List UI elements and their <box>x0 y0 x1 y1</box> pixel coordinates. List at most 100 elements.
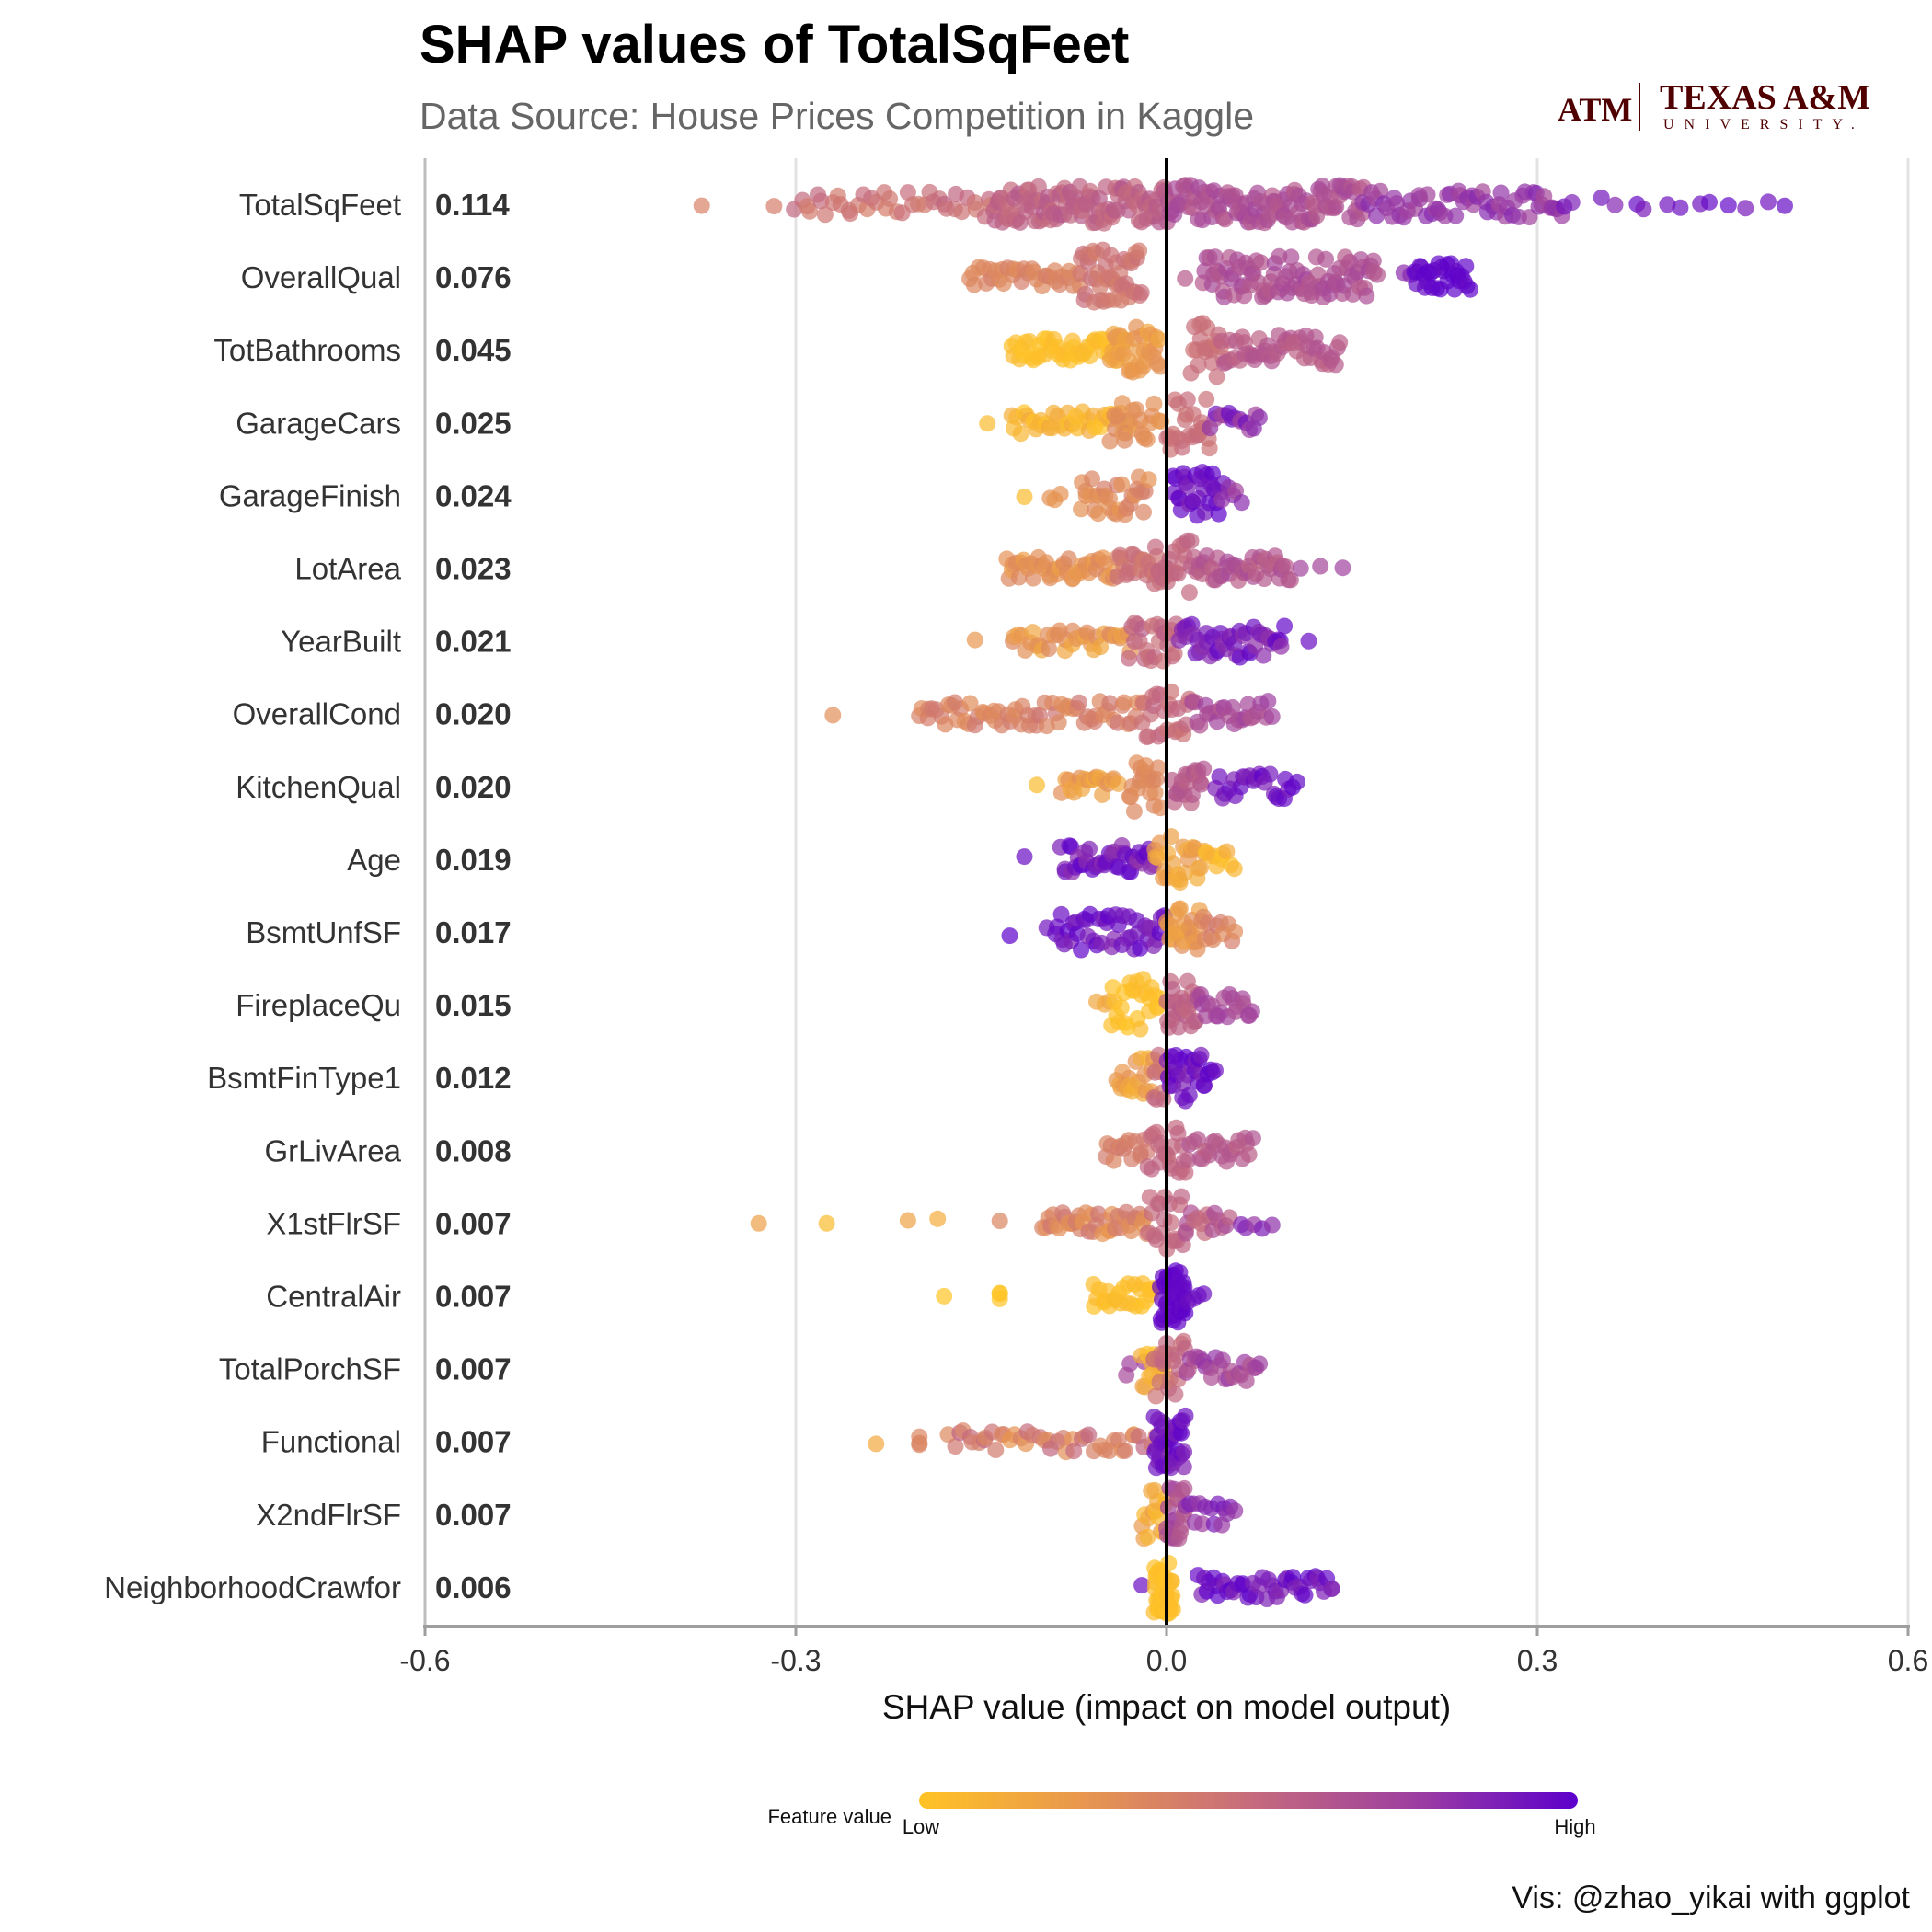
shap-point <box>1282 571 1299 589</box>
shap-point <box>1016 489 1033 505</box>
shap-point <box>1121 650 1137 667</box>
shap-point <box>1777 197 1793 214</box>
x-tick-label: 0.0 <box>1146 1644 1187 1677</box>
importance-label: 0.007 <box>435 1352 512 1386</box>
importance-label: 0.024 <box>435 478 512 512</box>
shap-point <box>1263 707 1281 725</box>
shap-point <box>818 1214 835 1232</box>
feature-label: TotBathrooms <box>213 333 401 367</box>
feature-row-CentralAir <box>936 1262 1213 1331</box>
shap-point <box>1263 1216 1281 1234</box>
feature-row-KitchenQual <box>1029 754 1305 820</box>
shap-point <box>1092 638 1110 656</box>
shap-point <box>1024 624 1041 641</box>
shap-point <box>1101 490 1118 508</box>
shap-point <box>1224 699 1241 716</box>
shap-point <box>1179 391 1196 408</box>
x-axis-title: SHAP value (impact on model output) <box>882 1688 1451 1726</box>
shap-point <box>1272 638 1290 655</box>
shap-points <box>693 177 1793 1623</box>
feature-label: KitchenQual <box>236 770 401 804</box>
x-tick-label: -0.6 <box>399 1644 450 1677</box>
feature-row-OverallQual <box>961 241 1479 311</box>
shap-point <box>812 192 830 210</box>
feature-row-NeighborhoodCrawfor <box>1133 1555 1340 1623</box>
shap-point <box>1226 1502 1244 1520</box>
shap-point <box>1218 843 1236 860</box>
x-tick-label: 0.6 <box>1888 1644 1928 1677</box>
feature-label: YearBuilt <box>281 625 401 659</box>
feature-row-BsmtUnfSF <box>1001 900 1244 959</box>
shap-point <box>1012 425 1029 443</box>
shap-point <box>1180 584 1198 602</box>
shap-point <box>1208 368 1225 385</box>
shap-point <box>765 198 783 215</box>
feature-label: GarageCars <box>236 406 401 440</box>
shap-point <box>881 190 899 208</box>
feature-label: OverallQual <box>241 260 401 294</box>
feature-row-LotArea <box>998 532 1351 602</box>
shap-point <box>1462 281 1479 298</box>
shap-point <box>1146 784 1164 801</box>
shap-point <box>1701 193 1718 211</box>
feature-label: FireplaceQu <box>236 988 401 1022</box>
importance-label: 0.006 <box>435 1570 512 1604</box>
shap-point <box>1052 486 1069 502</box>
shap-point <box>1192 776 1210 793</box>
shap-point <box>1133 1577 1151 1594</box>
feature-label: X1stFlrSF <box>266 1206 401 1240</box>
shap-point <box>1206 248 1224 266</box>
shap-point <box>1419 186 1436 203</box>
shap-point <box>816 206 834 224</box>
shap-point <box>1166 645 1183 662</box>
shap-point <box>1317 250 1335 268</box>
shap-point <box>1259 693 1277 710</box>
shap-point <box>1760 193 1777 211</box>
importance-label: 0.021 <box>435 625 512 659</box>
shap-point <box>1084 470 1100 488</box>
shap-point <box>1261 765 1279 783</box>
shap-point <box>1050 714 1067 731</box>
shap-point <box>1171 900 1189 917</box>
shap-point <box>1659 196 1676 213</box>
shap-point <box>1138 431 1156 448</box>
importance-label: 0.076 <box>435 260 512 294</box>
chart-title: SHAP values of TotalSqFeet <box>420 15 1129 75</box>
shap-point <box>1201 440 1218 457</box>
feature-row-TotalSqFeet <box>693 177 1793 232</box>
shap-point <box>1052 905 1070 923</box>
importance-label: 0.020 <box>435 697 512 731</box>
x-axis: -0.6 -0.3 0.0 0.3 0.6 <box>399 158 1928 1677</box>
shap-point <box>1070 694 1087 711</box>
feature-label: GarageFinish <box>219 478 401 512</box>
shap-point <box>1164 1601 1181 1618</box>
shap-point <box>1312 558 1329 575</box>
importance-label: 0.015 <box>435 988 512 1022</box>
shap-point <box>1271 247 1288 265</box>
shap-point <box>1149 759 1167 776</box>
feature-label: BsmtFinType1 <box>207 1061 401 1095</box>
shap-point <box>1334 559 1351 577</box>
shap-point <box>1080 1426 1098 1443</box>
shap-point <box>1233 494 1250 512</box>
feature-label: LotArea <box>294 552 401 586</box>
shap-point <box>1113 476 1131 493</box>
shap-point <box>991 1290 1008 1307</box>
shap-point <box>1115 694 1133 711</box>
importance-label: 0.020 <box>435 770 512 804</box>
shap-point <box>1358 287 1375 305</box>
shap-point <box>1146 538 1164 556</box>
chart-caption: Vis: @zhao_yikai with ggplot <box>1512 1880 1910 1915</box>
shap-point <box>1672 199 1689 216</box>
shap-point <box>1276 617 1294 635</box>
legend-low-label: Low <box>903 1815 939 1838</box>
shap-point <box>979 415 996 432</box>
shap-point <box>1081 840 1098 857</box>
shap-point <box>991 1213 1008 1230</box>
feature-row-GarageCars <box>979 390 1268 458</box>
feature-row-OverallCond <box>824 683 1281 746</box>
shap-point <box>1177 1407 1194 1424</box>
importance-label: 0.017 <box>435 915 512 949</box>
shap-point <box>1139 1528 1156 1546</box>
